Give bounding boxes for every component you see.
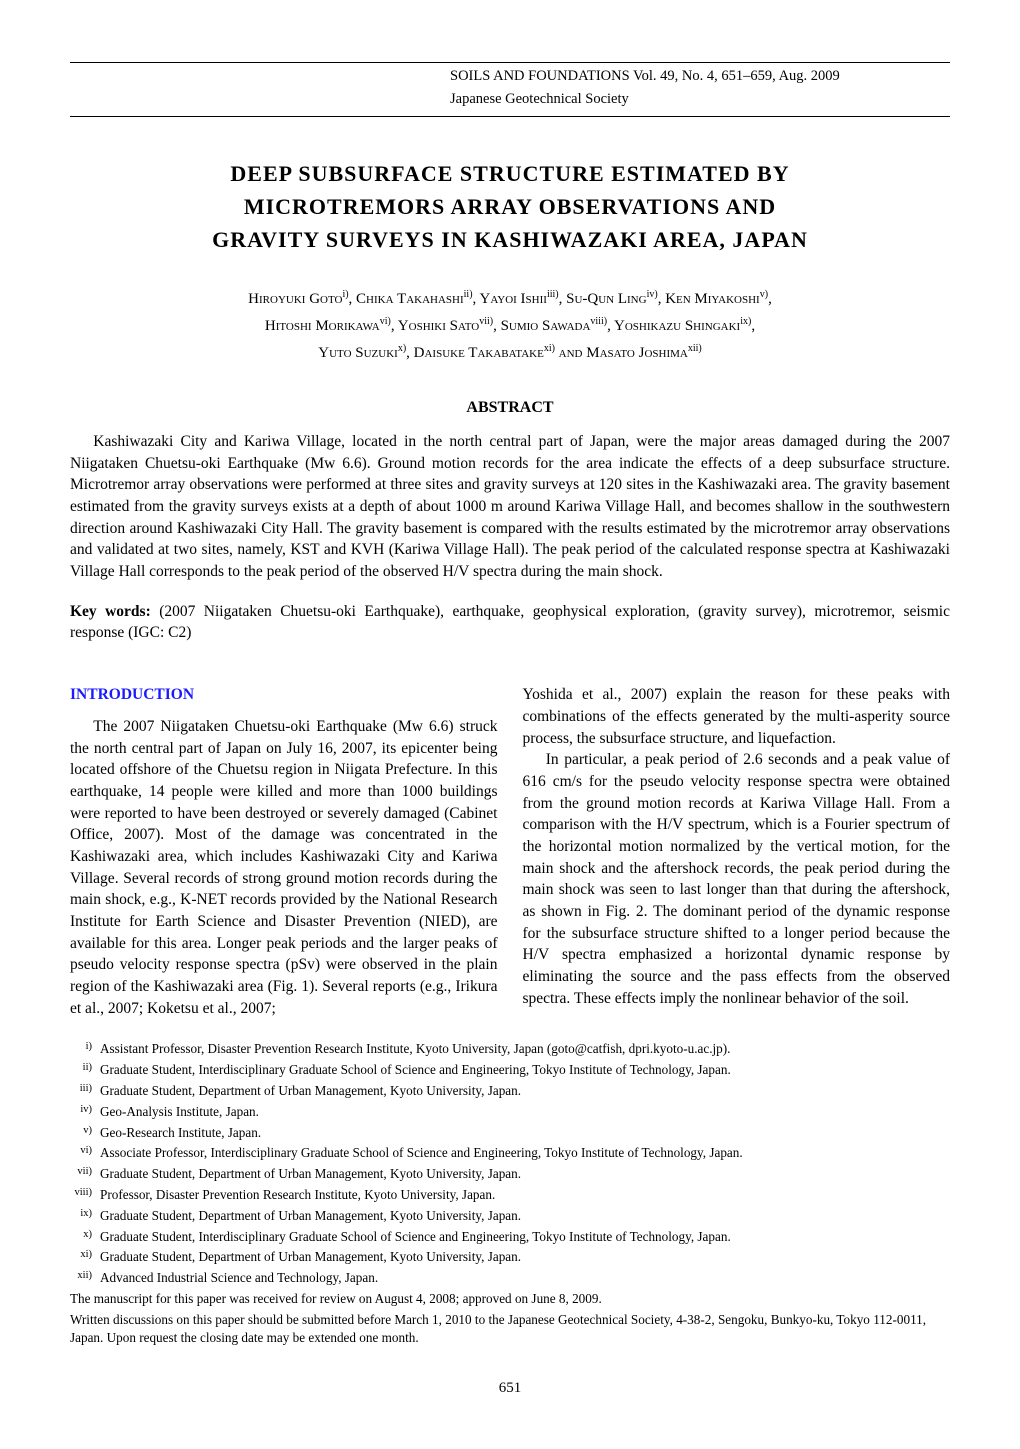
manuscript-discussion-note: Written discussions on this paper should… xyxy=(70,1311,950,1348)
footnote-item: ii)Graduate Student, Interdisciplinary G… xyxy=(70,1060,950,1080)
footnote-marker: i) xyxy=(70,1039,100,1059)
footnote-text: Graduate Student, Interdisciplinary Grad… xyxy=(100,1227,950,1247)
footnote-item: viii)Professor, Disaster Prevention Rese… xyxy=(70,1185,950,1205)
intro-paragraph-2: In particular, a peak period of 2.6 seco… xyxy=(523,749,951,1009)
intro-continuation: Yoshida et al., 2007) explain the reason… xyxy=(523,684,951,749)
intro-paragraph-1: The 2007 Niigataken Chuetsu-oki Earthqua… xyxy=(70,716,498,1020)
authors-block: Hiroyuki Gotoi), Chika Takahashiii), Yay… xyxy=(120,286,900,367)
footnote-item: iii)Graduate Student, Department of Urba… xyxy=(70,1081,950,1101)
footnote-marker: ii) xyxy=(70,1060,100,1080)
footnote-marker: viii) xyxy=(70,1185,100,1205)
introduction-heading: INTRODUCTION xyxy=(70,684,498,706)
footnote-item: xii)Advanced Industrial Science and Tech… xyxy=(70,1268,950,1288)
footnote-item: x)Graduate Student, Interdisciplinary Gr… xyxy=(70,1227,950,1247)
footnote-marker: xi) xyxy=(70,1247,100,1267)
abstract-body: Kashiwazaki City and Kariwa Village, loc… xyxy=(70,431,950,583)
footnote-marker: vi) xyxy=(70,1143,100,1163)
footnote-text: Geo-Analysis Institute, Japan. xyxy=(100,1102,950,1122)
footnote-marker: iv) xyxy=(70,1102,100,1122)
left-column: INTRODUCTION The 2007 Niigataken Chuetsu… xyxy=(70,684,498,1019)
footnote-text: Advanced Industrial Science and Technolo… xyxy=(100,1268,950,1288)
footnote-text: Graduate Student, Interdisciplinary Grad… xyxy=(100,1060,950,1080)
footnote-marker: iii) xyxy=(70,1081,100,1101)
footnote-item: i)Assistant Professor, Disaster Preventi… xyxy=(70,1039,950,1059)
footnote-marker: v) xyxy=(70,1123,100,1143)
footnote-text: Graduate Student, Department of Urban Ma… xyxy=(100,1247,950,1267)
page-number: 651 xyxy=(70,1378,950,1399)
journal-society: Japanese Geotechnical Society xyxy=(70,89,950,112)
footnote-text: Graduate Student, Department of Urban Ma… xyxy=(100,1081,950,1101)
footnote-marker: ix) xyxy=(70,1206,100,1226)
footnote-item: iv)Geo-Analysis Institute, Japan. xyxy=(70,1102,950,1122)
keywords-label: Key words: xyxy=(70,603,159,620)
footnote-item: vi)Associate Professor, Interdisciplinar… xyxy=(70,1143,950,1163)
footnote-item: vii)Graduate Student, Department of Urba… xyxy=(70,1164,950,1184)
footnotes-block: i)Assistant Professor, Disaster Preventi… xyxy=(70,1039,950,1288)
footnote-text: Assistant Professor, Disaster Prevention… xyxy=(100,1039,950,1059)
two-column-body: INTRODUCTION The 2007 Niigataken Chuetsu… xyxy=(70,684,950,1019)
footnote-item: v)Geo-Research Institute, Japan. xyxy=(70,1123,950,1143)
footnote-text: Geo-Research Institute, Japan. xyxy=(100,1123,950,1143)
footnote-text: Graduate Student, Department of Urban Ma… xyxy=(100,1206,950,1226)
manuscript-receipt-note: The manuscript for this paper was receiv… xyxy=(70,1290,950,1308)
paper-title: DEEP SUBSURFACE STRUCTURE ESTIMATED BY M… xyxy=(190,157,830,256)
right-column: Yoshida et al., 2007) explain the reason… xyxy=(523,684,951,1019)
footnote-text: Associate Professor, Interdisciplinary G… xyxy=(100,1143,950,1163)
footnote-marker: xii) xyxy=(70,1268,100,1288)
keywords-text: (2007 Niigataken Chuetsu-oki Earthquake)… xyxy=(70,603,950,642)
keywords-line: Key words: (2007 Niigataken Chuetsu-oki … xyxy=(70,601,950,644)
footnote-item: ix)Graduate Student, Department of Urban… xyxy=(70,1206,950,1226)
header-bottom-rule xyxy=(70,113,950,117)
footnote-marker: x) xyxy=(70,1227,100,1247)
footnote-marker: vii) xyxy=(70,1164,100,1184)
abstract-heading: ABSTRACT xyxy=(70,397,950,419)
footnote-text: Professor, Disaster Prevention Research … xyxy=(100,1185,950,1205)
journal-info: SOILS AND FOUNDATIONS Vol. 49, No. 4, 65… xyxy=(70,63,950,89)
footnote-item: xi)Graduate Student, Department of Urban… xyxy=(70,1247,950,1267)
footnote-text: Graduate Student, Department of Urban Ma… xyxy=(100,1164,950,1184)
